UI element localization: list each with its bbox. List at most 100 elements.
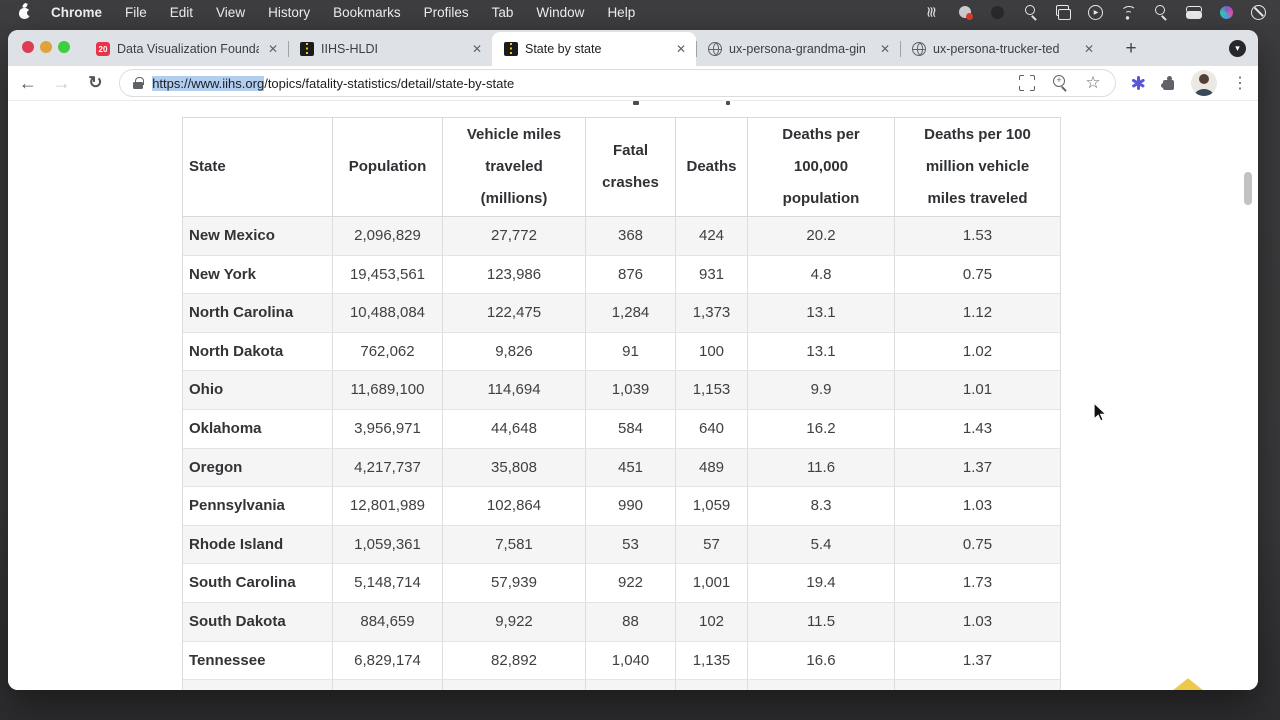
table-row: Oregon 4,217,737 35,808 451 489 11.6 1.37 [183,448,1060,488]
tab-close-icon[interactable]: ✕ [267,42,278,56]
back-to-top-button[interactable] [1159,675,1217,690]
browser-window: Data Visualization Founda✕IIHS-HLDI✕Stat… [8,30,1258,690]
wifi-icon[interactable] [1119,3,1136,21]
tab-label: State by state [525,42,602,56]
chrome-menu-icon[interactable]: ⋮ [1232,75,1248,92]
value-cell: 4,217,737 [333,448,443,488]
new-tab-button[interactable]: + [1125,38,1137,59]
value-cell: 1.12 [895,294,1060,333]
value-cell: 1.03 [895,487,1060,526]
waves-icon[interactable] [923,4,940,21]
bookmark-star-icon[interactable] [1085,75,1101,91]
url-rest-text: /topics/fatality-statistics/detail/state… [264,75,515,91]
value-cell: 57,939 [443,564,586,603]
menu-edit[interactable]: Edit [169,4,194,20]
value-cell: 0.75 [895,525,1060,565]
menu-history[interactable]: History [268,4,311,20]
magnifier-icon[interactable] [1022,4,1039,21]
address-bar[interactable]: https://www.iihs.org/topics/fatality-sta… [119,69,1116,97]
value-cell: 8.3 [748,487,895,526]
minimize-window-button[interactable] [40,41,52,53]
value-cell: 102 [676,602,748,642]
menu-help[interactable]: Help [607,4,636,20]
value-cell: 1,001 [676,564,748,603]
globe-favicon-icon [708,42,722,56]
column-header: Deaths per 100,000 population [748,118,895,217]
screenshot-icon[interactable] [1017,73,1037,93]
displays-icon[interactable] [1055,4,1072,21]
zoom-window-button[interactable] [58,41,70,53]
value-cell: 16.6 [748,641,895,681]
table-row: Pennsylvania 12,801,989 102,864 990 1,059 8.3… [183,487,1060,526]
url-text[interactable]: https://www.iihs.org/topics/fatality-sta… [152,75,1011,91]
tab-label: ux-persona-grandma-gin [729,42,866,56]
zoom-in-icon[interactable] [1052,75,1068,91]
value-cell: 6,829,174 [333,641,443,681]
value-cell: 102,864 [443,487,586,526]
value-cell: 1.37 [895,448,1060,488]
table-row: New York 19,453,561 123,986 876 931 4.8 0.75 [183,255,1060,295]
apple-menu-icon[interactable] [18,2,33,19]
column-header: State [183,118,333,217]
toggle-switches-icon[interactable] [1185,4,1202,21]
menu-tab[interactable]: Tab [491,4,514,20]
tab-close-icon[interactable]: ✕ [879,42,890,56]
value-cell: 9.9 [748,371,895,410]
tab-ux-persona-grandma-gin[interactable]: ux-persona-grandma-gin ✕ [696,32,900,66]
tab-iihs-hldi[interactable]: IIHS-HLDI ✕ [288,32,492,66]
tabs: Data Visualization Founda✕IIHS-HLDI✕Stat… [84,32,1104,66]
close-window-button[interactable] [22,41,34,53]
value-cell: 82,892 [443,641,586,681]
tab-search-button[interactable]: ▾ [1229,40,1246,57]
value-cell: 1,284 [586,294,676,333]
value-cell: 19,453,561 [333,255,443,295]
menu-file[interactable]: File [125,4,147,20]
table-body: New Mexico 2,096,829 27,772 368 424 20.2 1.53 N… [183,217,1060,690]
spotlight-search-icon[interactable] [1152,4,1169,21]
value-cell: 16.2 [748,409,895,449]
column-header: Fatal crashes [586,118,676,217]
state-cell: South Carolina [183,564,333,603]
value-cell: 35,808 [443,448,586,488]
back-button[interactable]: ← [18,72,37,93]
value-cell: 11.6 [748,448,895,488]
tab-close-icon[interactable]: ✕ [471,42,482,56]
state-cell: New York [183,255,333,295]
value-cell: 1.73 [895,564,1060,603]
tab-state-by-state[interactable]: State by state ✕ [492,32,696,66]
table-row: Oklahoma 3,956,971 44,648 584 640 16.2 1.43 [183,409,1060,449]
state-cell: Oregon [183,448,333,488]
extensions-puzzle-icon[interactable] [1161,75,1176,91]
menu-profiles[interactable]: Profiles [423,4,469,20]
tab-label: ux-persona-trucker-ted [933,42,1060,56]
menu-window[interactable]: Window [536,4,585,20]
vertical-scrollbar-thumb[interactable] [1244,172,1252,205]
value-cell: 1,153 [676,371,748,410]
tab-close-icon[interactable]: ✕ [1083,42,1094,56]
menu-chrome[interactable]: Chrome [51,4,103,20]
menu-bookmarks[interactable]: Bookmarks [333,4,401,20]
extension-burst-icon[interactable] [1130,75,1146,91]
value-cell: 1.43 [895,410,1060,449]
menu-view[interactable]: View [216,4,246,20]
tab-data-visualization-founda[interactable]: Data Visualization Founda ✕ [84,32,288,66]
value-cell: 1,059,361 [333,525,443,565]
profile-avatar[interactable] [1191,70,1217,96]
value-cell: 53 [586,525,676,565]
state-cell: Ohio [183,371,333,410]
colorful-app-icon[interactable] [1218,4,1235,21]
tab-ux-persona-trucker-ted[interactable]: ux-persona-trucker-ted ✕ [900,32,1104,66]
reload-button[interactable]: ↻ [88,73,103,92]
state-cell: North Carolina [183,294,333,333]
app-circle-icon[interactable] [989,4,1006,21]
url-selected-text: https://www.iihs.org [152,75,265,91]
play-circle-icon[interactable] [1088,4,1103,20]
value-cell: 990 [586,487,676,526]
tab-close-icon[interactable]: ✕ [675,42,686,56]
column-header: Deaths per 100 million vehicle miles tra… [895,118,1060,217]
screen-record-icon[interactable] [956,4,973,21]
do-not-disturb-icon[interactable] [1251,4,1266,20]
lock-icon[interactable] [132,76,144,90]
value-cell: 584 [586,409,676,449]
clipped-heading-mark [726,101,730,105]
